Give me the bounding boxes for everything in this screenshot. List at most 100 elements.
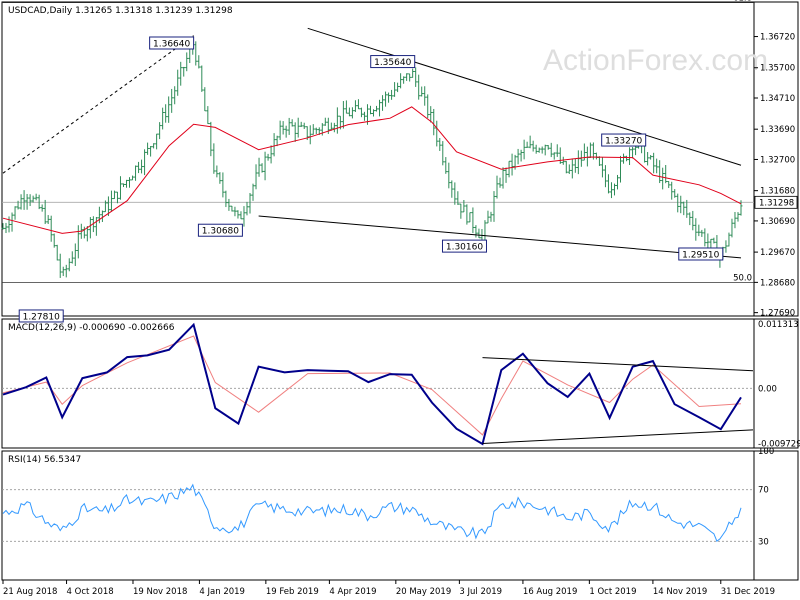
candle [573, 158, 577, 173]
candle [356, 99, 360, 110]
candle [239, 211, 243, 220]
candle [522, 139, 526, 160]
candle [43, 199, 47, 225]
candle [248, 192, 252, 214]
candle [224, 190, 228, 208]
candle [173, 86, 177, 105]
y-tick-label: 1.31680 [760, 187, 795, 197]
candle [603, 165, 607, 188]
candle [570, 158, 574, 179]
candle [609, 182, 613, 199]
candle [468, 212, 472, 223]
candle [558, 147, 562, 164]
candle [76, 225, 80, 259]
candle [504, 167, 508, 183]
y-tick-label: 1.33690 [760, 125, 795, 135]
main-title: USDCAD,Daily 1.31265 1.31318 1.31239 1.3… [8, 6, 233, 16]
y-tick-label: 1.35700 [760, 64, 795, 74]
candle [28, 194, 32, 207]
y-tick-label: 1.29670 [760, 248, 795, 258]
candle [7, 216, 11, 233]
annotation-label: 1.29510 [682, 250, 719, 260]
candle [628, 147, 632, 165]
candle [700, 229, 704, 237]
candle [73, 243, 77, 266]
candle [619, 155, 623, 183]
candle [31, 195, 35, 203]
candle [576, 150, 580, 175]
candle [465, 204, 469, 225]
candle [525, 141, 529, 148]
rsi-panel [2, 483, 742, 542]
candle [543, 144, 547, 156]
macd-y-tick-label: 0.011313 [758, 320, 799, 330]
candle [727, 232, 731, 247]
candle [200, 65, 204, 92]
price-annotation: 1.27810 [18, 309, 64, 323]
candle [537, 147, 541, 153]
candle [631, 147, 635, 159]
candle [462, 199, 466, 213]
candle [646, 151, 650, 166]
candle [140, 159, 144, 174]
y-tick-label: 1.30690 [760, 217, 795, 227]
price-annotation: 1.29510 [678, 247, 724, 261]
candle [4, 222, 8, 234]
candle [600, 157, 604, 178]
candle [61, 266, 65, 277]
candle [16, 200, 20, 210]
candle [299, 121, 303, 127]
candle [121, 183, 125, 188]
candle [495, 175, 499, 199]
candle [1, 223, 5, 230]
candle [549, 142, 553, 158]
candle [149, 146, 153, 157]
candle [519, 149, 523, 162]
candle [275, 135, 279, 147]
candle [332, 122, 336, 133]
candle [106, 196, 110, 217]
candle [694, 218, 698, 241]
candle [49, 215, 53, 242]
axes: 1.36720 1.35700 1.34710 1.33690 1.32700 1.316… [2, 33, 800, 597]
candle [456, 191, 460, 205]
candle [670, 181, 674, 200]
price-annotation: 1.30680 [197, 223, 243, 237]
candle [682, 201, 686, 216]
candle [212, 143, 216, 174]
annotation-label: 1.35640 [374, 58, 411, 68]
candle [730, 218, 734, 238]
candle [137, 161, 141, 174]
candle [390, 89, 394, 100]
candle [293, 122, 297, 142]
candle [381, 95, 385, 111]
annotation-label: 1.30160 [446, 243, 483, 253]
candle [733, 211, 737, 229]
candle [109, 190, 113, 212]
candle [471, 207, 475, 234]
candle [399, 73, 403, 89]
candle [179, 61, 183, 86]
candle [450, 180, 454, 198]
candle [697, 224, 701, 237]
candle [567, 164, 571, 174]
candle [281, 121, 285, 135]
candle [278, 120, 282, 140]
candle [269, 145, 273, 164]
candle [40, 204, 44, 212]
candle [152, 143, 156, 149]
candle [685, 199, 689, 218]
candle [251, 183, 255, 201]
x-tick-label: 14 Nov 2019 [653, 587, 707, 597]
annotation-label: 1.27810 [23, 312, 60, 322]
current-price-label: 1.31298 [759, 198, 794, 208]
candle [230, 205, 234, 212]
candle [112, 190, 116, 200]
candle [290, 119, 294, 127]
x-tick-label: 31 Dec 2019 [721, 587, 775, 597]
candle [691, 210, 695, 231]
candle [197, 55, 201, 69]
candle [70, 251, 74, 264]
candle [233, 206, 237, 217]
candle [167, 96, 171, 123]
